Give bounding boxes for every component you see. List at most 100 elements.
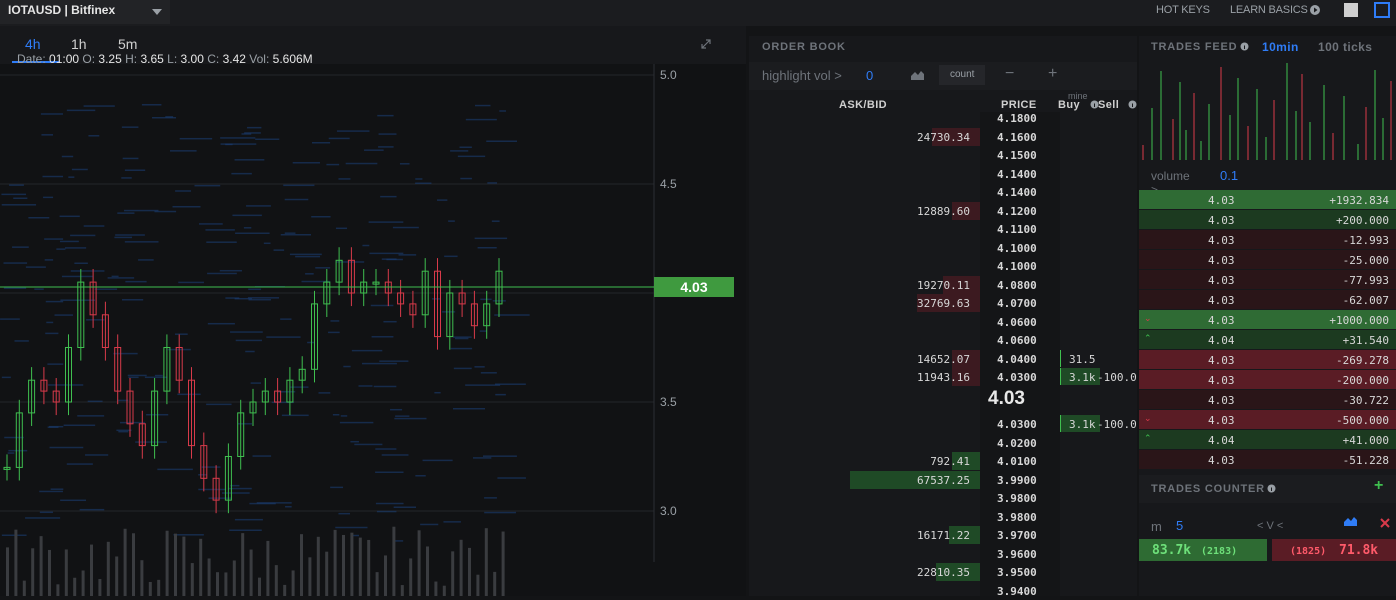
trade-row[interactable]: 4.03 -51.228 bbox=[1139, 450, 1396, 469]
trade-row[interactable]: 4.03 +1932.834 bbox=[1139, 190, 1396, 209]
candle-body bbox=[384, 281, 392, 294]
trade-row[interactable]: ⌄ 4.03 +1000.000 bbox=[1139, 310, 1396, 329]
order-book-row[interactable]: 3.9600 bbox=[749, 545, 1137, 563]
symbol-selector[interactable]: IOTAUSD | Bitfinex bbox=[0, 0, 170, 24]
trade-row[interactable]: ⌃ 4.04 +31.540 bbox=[1139, 330, 1396, 349]
liquidity-mark bbox=[205, 229, 235, 231]
order-book-row[interactable]: 32769.63 4.0700 bbox=[749, 294, 1137, 312]
volume-bar bbox=[224, 572, 228, 596]
order-book-row[interactable]: 14652.07 4.0400 31.5 bbox=[749, 349, 1137, 368]
tab-4h[interactable]: 4h bbox=[25, 36, 41, 52]
trade-amount: -200.000 bbox=[1336, 374, 1389, 387]
liquidity-mark bbox=[25, 517, 61, 519]
order-book-row[interactable]: 3.9400 bbox=[749, 582, 1137, 600]
order-book-row[interactable]: 16171.22 3.9700 bbox=[749, 526, 1137, 544]
counter-m-input[interactable]: 5 bbox=[1176, 518, 1184, 533]
liquidity-mark bbox=[378, 133, 397, 135]
volume-bar bbox=[14, 529, 18, 596]
order-book-row[interactable]: 4.1800 bbox=[749, 109, 1137, 127]
area-chart-icon[interactable] bbox=[911, 70, 924, 80]
tab-1h[interactable]: 1h bbox=[71, 36, 87, 52]
order-book-row[interactable]: 24730.34 4.1600 bbox=[749, 127, 1137, 146]
play-circle-icon[interactable] bbox=[1309, 4, 1321, 16]
trade-row[interactable]: 4.03 -269.278 bbox=[1139, 350, 1396, 369]
liquidity-mark bbox=[248, 298, 271, 301]
info-icon[interactable] bbox=[1128, 100, 1137, 109]
increase-precision-button[interactable]: + bbox=[1048, 65, 1058, 82]
order-book-row[interactable]: 4.1400 bbox=[749, 183, 1137, 201]
liquidity-mark bbox=[3, 287, 27, 289]
candlestick-chart[interactable]: 5.0 4.5 4.0 3.5 3.0 4.03 bbox=[0, 64, 746, 596]
liquidity-mark bbox=[283, 184, 315, 187]
liquidity-mark bbox=[83, 105, 115, 107]
order-book-row[interactable]: 4.0300 3.1k -100.0 bbox=[749, 415, 1137, 433]
liquidity-mark bbox=[79, 508, 105, 511]
tab-100-ticks[interactable]: 100 ticks bbox=[1318, 40, 1373, 54]
order-book-row[interactable]: 67537.25 3.9900 bbox=[749, 470, 1137, 489]
trade-row[interactable]: 4.03 -12.993 bbox=[1139, 230, 1396, 249]
depth-bar bbox=[936, 563, 980, 581]
learn-basics-button[interactable]: LEARN BASICS bbox=[1230, 4, 1308, 16]
highlight-vol-input[interactable]: 0 bbox=[866, 68, 874, 83]
order-book-row[interactable]: 22810.35 3.9500 bbox=[749, 563, 1137, 581]
trade-row[interactable]: ⌄ 4.03 -500.000 bbox=[1139, 410, 1396, 429]
order-amount: 14652.07 bbox=[917, 352, 970, 366]
order-book-row[interactable]: 4.1500 bbox=[749, 146, 1137, 164]
hotkeys-button[interactable]: HOT KEYS bbox=[1156, 4, 1210, 16]
order-book-row[interactable]: 4.1000 bbox=[749, 257, 1137, 275]
info-icon[interactable] bbox=[1240, 42, 1249, 51]
liquidity-mark bbox=[494, 383, 526, 385]
last-price-badge bbox=[654, 277, 734, 297]
liquidity-mark bbox=[235, 339, 262, 342]
trade-row[interactable]: 4.03 +200.000 bbox=[1139, 210, 1396, 229]
trade-row[interactable]: 4.03 -30.722 bbox=[1139, 390, 1396, 409]
candle-body bbox=[347, 259, 355, 294]
order-amount: 792.41 bbox=[930, 455, 970, 468]
chevron-up-icon: ⌃ bbox=[1144, 433, 1152, 443]
trade-row[interactable]: 4.03 -25.000 bbox=[1139, 250, 1396, 269]
area-chart-icon[interactable] bbox=[1344, 516, 1357, 526]
liquidity-mark bbox=[370, 304, 394, 307]
trade-price: 4.03 bbox=[1208, 214, 1235, 227]
info-icon[interactable] bbox=[1090, 100, 1099, 109]
trade-row[interactable]: 4.03 -200.000 bbox=[1139, 370, 1396, 389]
expand-icon[interactable] bbox=[700, 38, 712, 50]
liquidity-mark bbox=[83, 225, 105, 227]
order-book-row[interactable]: 4.0200 bbox=[749, 434, 1137, 452]
close-icon[interactable] bbox=[1380, 518, 1390, 528]
count-toggle[interactable]: count bbox=[939, 65, 985, 85]
order-book-row[interactable]: 3.9800 bbox=[749, 489, 1137, 507]
tab-10min[interactable]: 10min bbox=[1262, 40, 1299, 54]
liquidity-mark bbox=[117, 212, 135, 214]
info-icon[interactable] bbox=[1267, 484, 1276, 493]
order-book-row[interactable]: 3.9800 bbox=[749, 508, 1137, 526]
order-book-row[interactable]: 4.1100 bbox=[749, 220, 1137, 238]
candle-body bbox=[261, 390, 269, 403]
layout-toggle[interactable] bbox=[1374, 2, 1390, 18]
order-book-row[interactable]: 11943.16 4.0300 3.1k -100.0 bbox=[749, 368, 1137, 386]
order-book-row[interactable]: 792.41 4.0100 bbox=[749, 452, 1137, 470]
order-book-row[interactable]: 12889.60 4.1200 bbox=[749, 201, 1137, 220]
order-book-row[interactable]: 4.0600 bbox=[749, 331, 1137, 349]
order-price: 4.1800 bbox=[997, 112, 1037, 125]
trade-row[interactable]: 4.03 -77.993 bbox=[1139, 270, 1396, 289]
liquidity-mark bbox=[45, 300, 64, 303]
volume-bar bbox=[426, 546, 429, 596]
order-book-row[interactable]: 4.1400 bbox=[749, 165, 1137, 183]
add-counter-button[interactable]: + bbox=[1374, 477, 1384, 494]
volume-filter-input[interactable]: 0.1 bbox=[1220, 168, 1239, 183]
light-theme-toggle[interactable] bbox=[1344, 3, 1358, 17]
order-book-row[interactable]: 4.0600 bbox=[749, 313, 1137, 331]
trade-row[interactable]: ⌃ 4.04 +41.000 bbox=[1139, 430, 1396, 449]
trade-row[interactable]: 4.03 -62.007 bbox=[1139, 290, 1396, 309]
volume-bar bbox=[308, 557, 312, 596]
liquidity-mark bbox=[395, 415, 410, 417]
candle-body bbox=[77, 281, 85, 349]
liquidity-mark bbox=[59, 240, 79, 243]
counter-nav[interactable]: < V < bbox=[1257, 520, 1284, 532]
order-book-row[interactable]: 4.1000 bbox=[749, 239, 1137, 257]
decrease-precision-button[interactable]: − bbox=[1005, 65, 1015, 82]
trade-price: 4.03 bbox=[1208, 314, 1235, 327]
tab-5m[interactable]: 5m bbox=[118, 36, 138, 52]
order-book-row[interactable]: 19270.11 4.0800 bbox=[749, 275, 1137, 294]
